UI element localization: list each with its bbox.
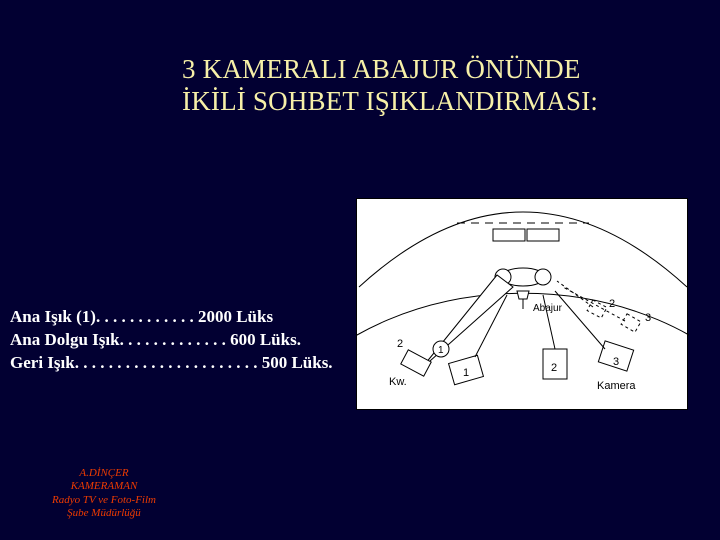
svg-text:2: 2: [551, 362, 557, 374]
author-line: Radyo TV ve Foto-Film: [24, 494, 184, 507]
svg-text:Kamera: Kamera: [597, 380, 636, 392]
svg-text:Abajur: Abajur: [533, 303, 563, 314]
lighting-diagram: Abajur 2 Kw. 1 1 2 3 Kamera 2 3: [356, 198, 688, 410]
svg-text:1: 1: [463, 367, 469, 379]
slide-title: 3 KAMERALI ABAJUR ÖNÜNDE İKİLİ SOHBET IŞ…: [182, 54, 598, 118]
svg-text:2: 2: [609, 298, 615, 310]
svg-text:1: 1: [438, 345, 444, 356]
title-line-1: 3 KAMERALI ABAJUR ÖNÜNDE: [182, 54, 598, 86]
title-line-2: İKİLİ SOHBET IŞIKLANDIRMASI:: [182, 86, 598, 118]
svg-text:3: 3: [613, 356, 619, 368]
svg-text:3: 3: [645, 312, 651, 324]
author-line: KAMERAMAN: [24, 480, 184, 493]
light-values-list: Ana Işık (1). . . . . . . . . . . . 2000…: [10, 306, 333, 375]
list-item: Geri Işık. . . . . . . . . . . . . . . .…: [10, 352, 333, 375]
list-item: Ana Dolgu Işık. . . . . . . . . . . . . …: [10, 329, 333, 352]
svg-text:2: 2: [397, 338, 403, 350]
author-line: Şube Müdürlüğü: [24, 507, 184, 520]
list-item: Ana Işık (1). . . . . . . . . . . . 2000…: [10, 306, 333, 329]
svg-text:Kw.: Kw.: [389, 376, 407, 388]
author-credit: A.DİNÇER KAMERAMAN Radyo TV ve Foto-Film…: [24, 467, 184, 520]
author-line: A.DİNÇER: [24, 467, 184, 480]
diagram-svg: Abajur 2 Kw. 1 1 2 3 Kamera 2 3: [357, 199, 689, 411]
